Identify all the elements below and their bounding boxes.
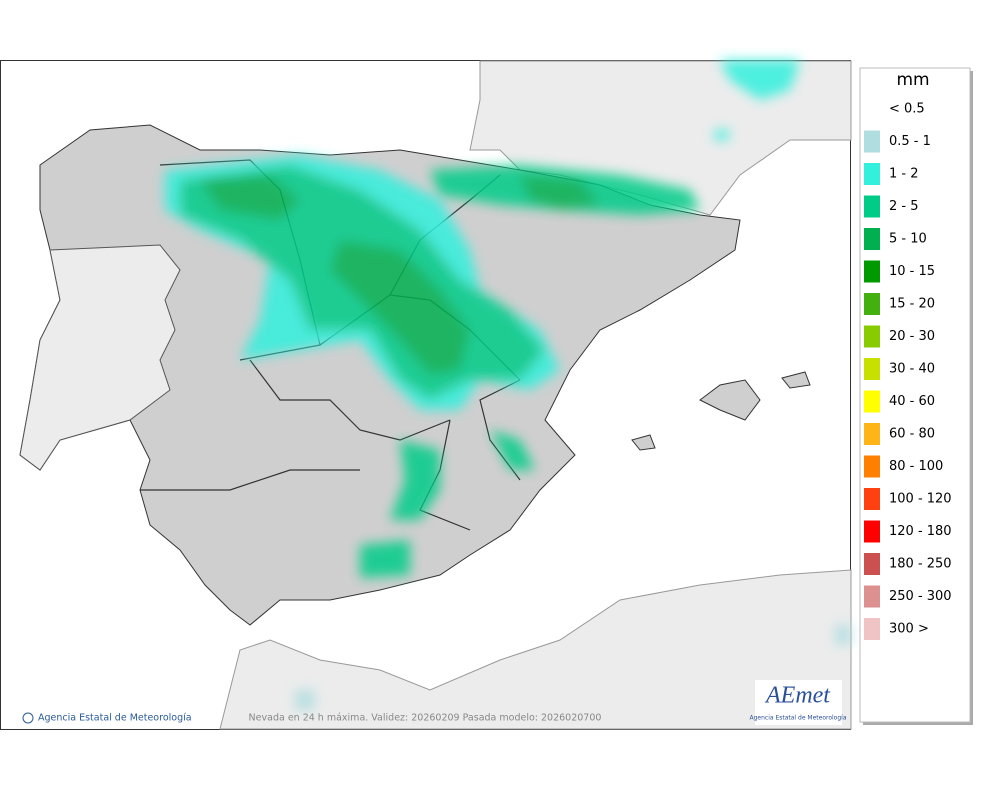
legend-label: 80 - 100 xyxy=(889,459,943,474)
legend-label: 300 > xyxy=(889,622,929,637)
legend-label: 0.5 - 1 xyxy=(889,134,931,149)
legend-swatch xyxy=(864,358,880,380)
legend-title: mm xyxy=(896,70,929,90)
legend-swatch xyxy=(864,585,880,608)
legend-swatch xyxy=(864,293,880,315)
legend-swatch xyxy=(864,260,880,283)
logo-name: AEmet xyxy=(764,683,831,709)
map-frame xyxy=(0,60,852,730)
legend-swatch xyxy=(864,228,880,250)
footer: Agencia Estatal de Meteorología Nevada e… xyxy=(22,712,602,724)
legend-swatch xyxy=(864,130,880,153)
legend-label: < 0.5 xyxy=(889,102,925,117)
legend-swatch xyxy=(864,488,880,510)
legend-swatch xyxy=(864,163,880,185)
legend-label: 1 - 2 xyxy=(889,167,919,182)
legend-swatch xyxy=(864,520,880,543)
credit: Agencia Estatal de Meteorología xyxy=(38,713,192,724)
legend-label: 10 - 15 xyxy=(889,264,935,279)
legend-swatch xyxy=(864,325,880,348)
legend-swatch xyxy=(864,195,880,218)
legend-label: 15 - 20 xyxy=(889,297,935,312)
legend-label: 100 - 120 xyxy=(889,492,952,507)
legend-label: 250 - 300 xyxy=(889,589,952,604)
legend-label: 30 - 40 xyxy=(889,362,935,377)
logo-subtitle: Agencia Estatal de Meteorología xyxy=(750,715,847,722)
legend-swatch xyxy=(864,390,880,413)
legend-label: 180 - 250 xyxy=(889,557,952,572)
logo-box xyxy=(755,680,842,725)
legend-label: 2 - 5 xyxy=(889,199,919,214)
legend-label: 40 - 60 xyxy=(889,394,935,409)
logo: AEmet Agencia Estatal de Meteorología xyxy=(750,680,847,725)
legend-label: 120 - 180 xyxy=(889,524,952,539)
legend-swatch xyxy=(864,455,880,478)
legend-label: 20 - 30 xyxy=(889,329,935,344)
legend-swatch xyxy=(864,553,880,575)
copyright-icon xyxy=(22,712,34,724)
legend-label: 60 - 80 xyxy=(889,427,935,442)
caption: Nevada en 24 h máxima. Validez: 20260209… xyxy=(249,713,602,724)
legend-label: 5 - 10 xyxy=(889,232,927,247)
legend: mm < 0.5 0.5 - 1 1 - 2 2 - 5 5 - 10 10 - 15 15… xyxy=(859,67,973,725)
legend-swatch xyxy=(864,423,880,445)
legend-swatch xyxy=(864,618,880,640)
